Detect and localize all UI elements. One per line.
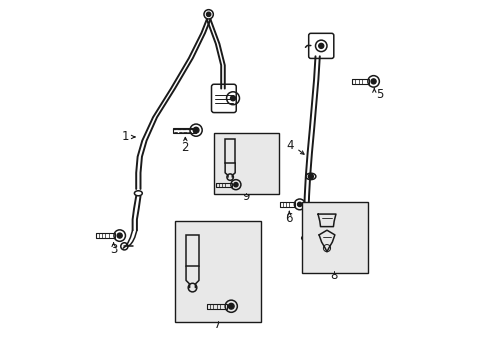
Text: 6: 6 [285,212,292,225]
Text: 7: 7 [213,318,221,331]
Circle shape [117,233,122,238]
Bar [172,128,195,133]
Text: 3: 3 [110,243,117,256]
Bar [301,202,367,273]
Text: 8: 8 [330,269,337,282]
Circle shape [228,303,234,309]
Bar [185,234,199,266]
Circle shape [304,236,308,240]
Text: 1: 1 [122,130,129,144]
Bar [96,233,115,238]
Bar [351,79,368,84]
Circle shape [297,202,301,207]
Bar [174,221,260,321]
Text: 5: 5 [376,88,383,101]
Bar [224,139,235,163]
Text: 4: 4 [286,139,294,152]
Circle shape [318,43,323,48]
Bar [214,134,278,194]
Text: 2: 2 [181,140,189,153]
Circle shape [308,174,313,179]
Text: 9: 9 [242,190,249,203]
Bar [280,202,295,207]
Circle shape [370,79,375,84]
Bar [206,304,226,309]
Circle shape [233,183,238,187]
Circle shape [206,12,210,17]
Bar [215,183,231,187]
Circle shape [193,127,199,133]
Circle shape [230,96,235,101]
